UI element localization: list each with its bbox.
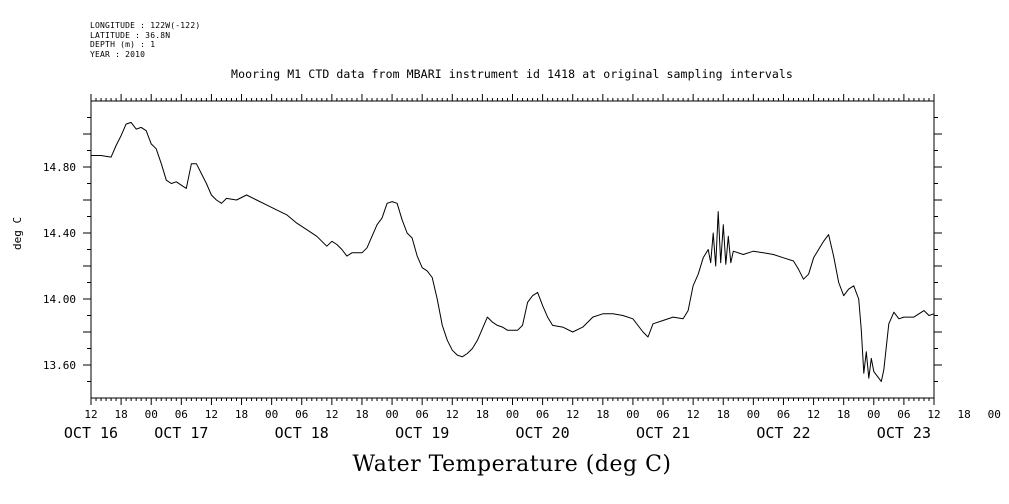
temperature-series-line <box>91 121 935 382</box>
x-hour-tick-label: 06 <box>656 408 669 421</box>
x-hour-tick-label: 00 <box>867 408 880 421</box>
x-hour-tick-label: 12 <box>566 408 579 421</box>
x-date-label: OCT 23 <box>877 424 931 442</box>
x-hour-tick-label: 06 <box>536 408 549 421</box>
x-hour-tick-label: 06 <box>416 408 429 421</box>
x-hour-tick-label: 00 <box>506 408 519 421</box>
x-date-label: OCT 19 <box>395 424 449 442</box>
x-axis-title: Water Temperature (deg C) <box>352 452 672 477</box>
x-date-label: OCT 22 <box>756 424 810 442</box>
x-hour-tick-label: 06 <box>175 408 188 421</box>
plot-border <box>90 100 935 399</box>
plot-frame <box>90 100 935 399</box>
x-hour-tick-label: 18 <box>717 408 730 421</box>
x-hour-tick-label: 00 <box>265 408 278 421</box>
x-hour-tick-label: 00 <box>145 408 158 421</box>
axis-tick-labels: 14.80 14.40 14.00 13.60 12 18 00 06 12 18 00 06 12 18… <box>43 161 1001 442</box>
x-hour-tick-label: 00 <box>385 408 398 421</box>
x-hour-tick-label: 06 <box>777 408 790 421</box>
x-hour-tick-label: 18 <box>355 408 368 421</box>
longitude-text: LONGITUDE : 122W(-122) <box>90 21 201 30</box>
x-hour-tick-label: 12 <box>687 408 700 421</box>
x-hour-tick-label: 00 <box>747 408 760 421</box>
x-hour-tick-label: 00 <box>988 408 1001 421</box>
x-hour-tick-label: 12 <box>927 408 940 421</box>
x-hour-tick-label: 06 <box>295 408 308 421</box>
year-text: YEAR : 2010 <box>90 49 146 59</box>
chart-title: Mooring M1 CTD data from MBARI instrumen… <box>231 67 793 81</box>
x-date-label: OCT 20 <box>516 424 570 442</box>
x-hour-tick-label: 06 <box>897 408 910 421</box>
x-hour-tick-label: 12 <box>807 408 820 421</box>
y-tick-label: 14.40 <box>43 227 76 240</box>
metadata-block: LONGITUDE : 122W(-122) LATITUDE : 36.8N … <box>90 21 200 59</box>
x-date-label: OCT 18 <box>275 424 329 442</box>
latitude-text: LATITUDE : 36.8N <box>90 30 171 40</box>
depth-text: DEPTH (m) : 1 <box>90 40 156 49</box>
y-tick-label: 13.60 <box>43 359 76 372</box>
x-hour-tick-label: 18 <box>235 408 248 421</box>
series-layer <box>91 121 935 382</box>
y-tick-label: 14.00 <box>43 293 76 306</box>
x-hour-tick-label: 12 <box>446 408 459 421</box>
x-date-label: OCT 21 <box>636 424 690 442</box>
x-hour-tick-label: 18 <box>837 408 850 421</box>
x-hour-tick-label: 00 <box>626 408 639 421</box>
x-date-label: OCT 17 <box>154 424 208 442</box>
x-hour-tick-label: 18 <box>114 408 127 421</box>
x-hour-tick-label: 12 <box>205 408 218 421</box>
x-hour-tick-label: 18 <box>957 408 970 421</box>
x-hour-tick-label: 18 <box>596 408 609 421</box>
axis-ticks <box>83 94 942 405</box>
x-hour-tick-label: 12 <box>84 408 97 421</box>
x-hour-tick-label: 12 <box>325 408 338 421</box>
x-date-label: OCT 16 <box>64 424 118 442</box>
y-tick-label: 14.80 <box>43 161 76 174</box>
x-hour-tick-label: 18 <box>476 408 489 421</box>
